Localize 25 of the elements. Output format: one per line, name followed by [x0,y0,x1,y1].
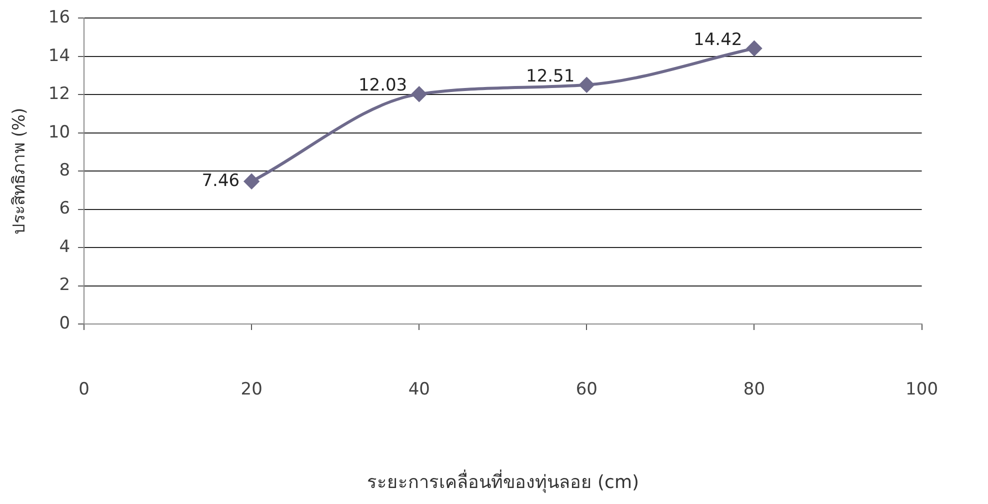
data-label: 7.46 [202,170,240,191]
point [746,40,762,56]
x-tick-label: 60 [576,380,598,400]
y-tick-label: 16 [48,8,70,28]
x-tick-label: 100 [906,380,938,400]
y-axis-title: ประสิทธิภาพ (%) [10,108,30,235]
y-tick-label: 2 [59,275,70,296]
y-tick-label: 10 [48,122,70,142]
y-tick-label: 12 [48,84,70,104]
y-tick-label: 8 [59,160,70,181]
y-tick-label: 6 [59,198,70,219]
point [579,77,594,92]
point [244,174,260,189]
x-tick-label: 80 [743,380,766,400]
data-label: 12.51 [526,66,575,86]
x-tick-label: 40 [408,380,430,400]
data-label: 14.42 [694,30,742,50]
x-axis-title: ระยะการเคลื่อนที่ของทุ่นลอย (cm) [366,468,640,493]
x-tick-label: 20 [240,380,262,400]
point [412,86,427,102]
y-tick-label: 14 [48,46,70,66]
y-tick-label: 4 [59,236,70,257]
y-tick-label: 0 [59,313,70,334]
data-label: 12.03 [358,76,408,96]
x-tick-label: 0 [78,380,90,400]
